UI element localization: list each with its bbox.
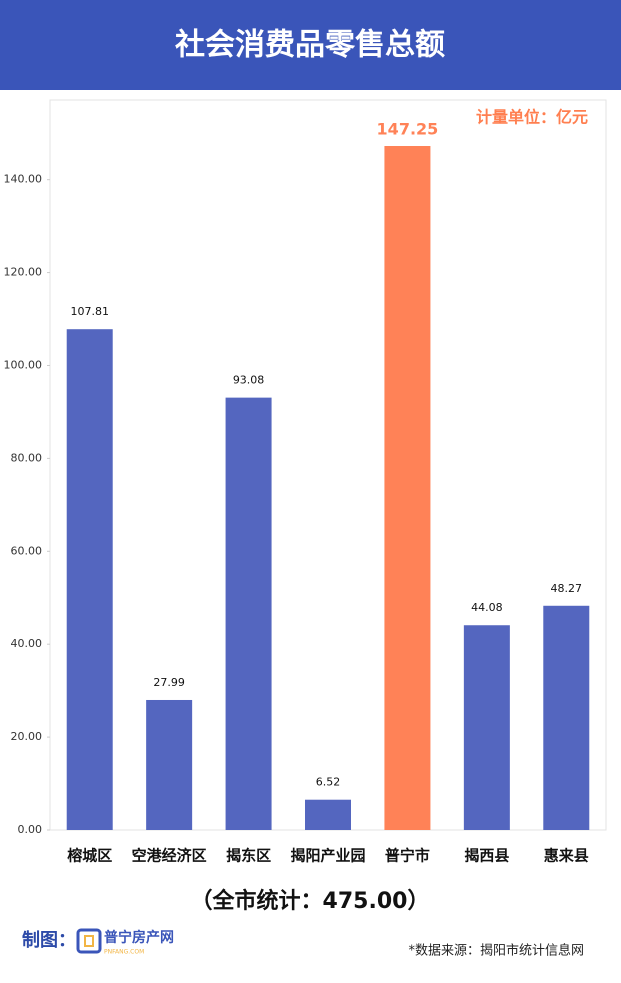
y-tick-label: 140.00	[4, 173, 43, 186]
y-tick-label: 20.00	[11, 730, 43, 743]
chart-title: 社会消费品零售总额	[175, 28, 445, 63]
x-tick-label: 揭东区	[226, 847, 271, 865]
y-tick-label: 40.00	[11, 637, 43, 650]
value-label: 48.27	[551, 582, 583, 595]
credit-label: 制图：	[22, 930, 76, 951]
bar	[146, 699, 193, 830]
value-label: 27.99	[153, 676, 185, 689]
value-label: 93.08	[233, 374, 265, 387]
y-tick-label: 80.00	[11, 451, 43, 464]
x-tick-label: 空港经济区	[132, 847, 207, 865]
bar	[384, 146, 431, 830]
bar	[225, 397, 272, 830]
unit-note: 计量单位：亿元	[476, 108, 588, 127]
bar	[305, 799, 351, 830]
logo-site: PNFANG.COM	[104, 949, 144, 956]
y-tick-label: 100.00	[4, 358, 43, 371]
value-label: 147.25	[377, 120, 439, 139]
total-note: （全市统计：475.00）	[191, 888, 430, 914]
x-tick-label: 揭阳产业园	[290, 847, 365, 865]
logo-icon-inner	[84, 935, 94, 947]
source-note: *数据来源：揭阳市统计信息网	[408, 943, 584, 959]
x-tick-label: 普宁市	[385, 847, 430, 865]
x-tick-label: 惠来县	[544, 847, 589, 865]
y-tick-label: 120.00	[4, 266, 43, 279]
y-tick-label: 0.00	[18, 823, 43, 836]
y-tick-label: 60.00	[11, 544, 43, 557]
logo-icon	[76, 928, 102, 954]
x-tick-label: 榕城区	[67, 847, 112, 865]
value-label: 44.08	[471, 601, 503, 614]
bar	[66, 329, 113, 830]
header-bar	[0, 0, 621, 90]
logo-name: 普宁房产网	[104, 929, 174, 946]
bar	[463, 625, 510, 830]
value-label: 6.52	[316, 776, 341, 789]
plot-frame	[49, 99, 607, 831]
x-tick-label: 揭西县	[464, 847, 509, 865]
value-label: 107.81	[70, 305, 109, 318]
bar	[543, 605, 590, 830]
